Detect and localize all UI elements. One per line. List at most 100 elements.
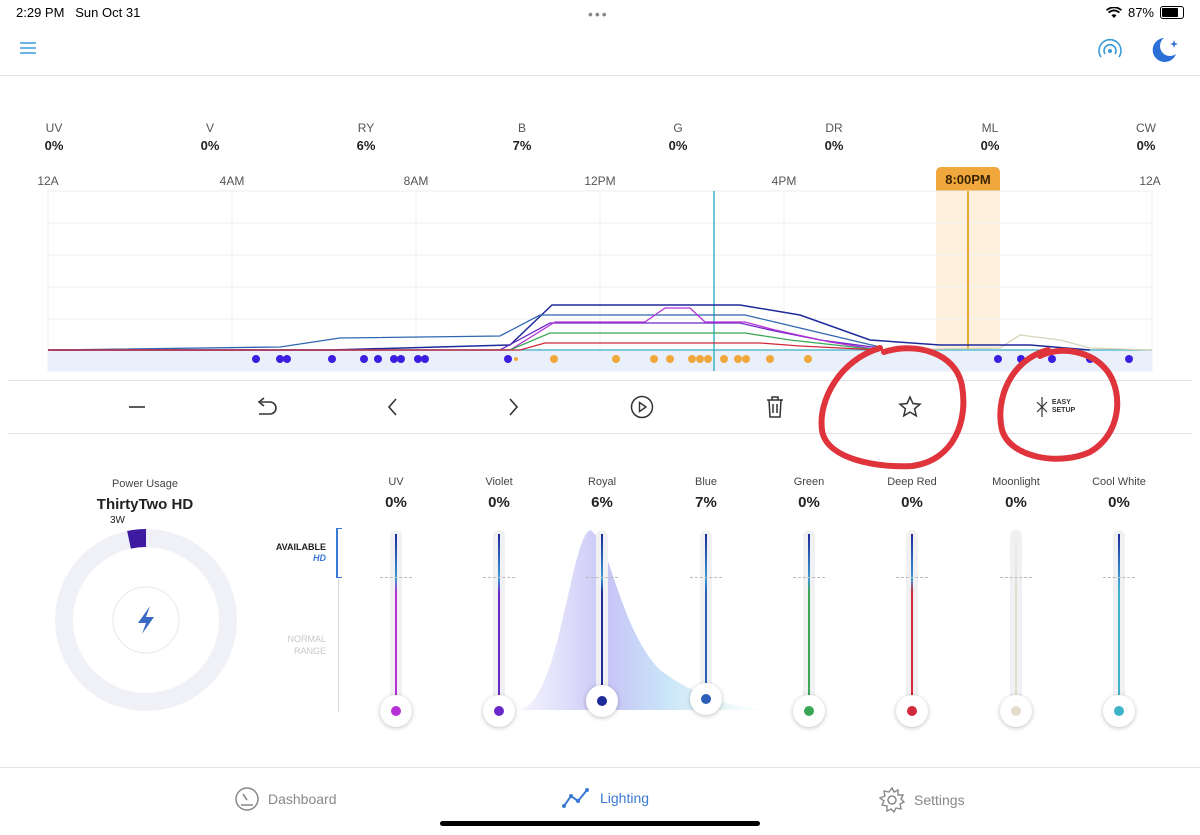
battery-icon: [1160, 6, 1184, 19]
tab-dashboard[interactable]: Dashboard: [234, 786, 337, 812]
next-button[interactable]: [498, 393, 528, 421]
slider-knob-royal[interactable]: [586, 685, 618, 718]
slider-knob-dot: [701, 694, 711, 705]
channel-summary-v: V 0%: [170, 121, 250, 153]
delete-button[interactable]: [760, 393, 790, 421]
slider-track-moonlight[interactable]: [1010, 530, 1022, 710]
curve-moonlight: [879, 334, 1153, 351]
moon-stars-icon[interactable]: [1148, 34, 1182, 66]
channel-summary-value: 0%: [1136, 138, 1156, 153]
play-button[interactable]: [627, 393, 657, 421]
status-date: Sun Oct 31: [75, 5, 141, 20]
slider-fill-deep-red: [911, 534, 913, 706]
slider-knob-deep-red[interactable]: [896, 695, 928, 727]
slider-value: 0%: [798, 494, 820, 511]
easy-setup-button[interactable]: EASY SETUP: [1030, 393, 1080, 421]
slider-track-uv[interactable]: [390, 530, 402, 710]
channel-summary-label: CW: [1136, 121, 1156, 135]
slider-value: 0%: [1005, 494, 1027, 511]
curve-royal: [48, 304, 1091, 351]
status-time: 2:29 PM: [16, 5, 65, 20]
slider-knob-dot: [391, 706, 401, 716]
channel-summary-ry: RY 6%: [326, 121, 406, 153]
slider-header-royal: Royal 6%: [550, 476, 654, 511]
normal-range-label: NORMAL RANGE: [262, 633, 326, 657]
slider-track-violet[interactable]: [493, 530, 505, 710]
tab-dashboard-label: Dashboard: [268, 791, 337, 807]
slider-track-green[interactable]: [803, 530, 815, 710]
easy-setup-icon: [1036, 397, 1048, 417]
favorite-button[interactable]: [895, 393, 925, 421]
schedule-points-orange: [514, 355, 812, 363]
slider-fill-cool-white: [1118, 534, 1120, 706]
tab-settings[interactable]: Settings: [878, 786, 965, 814]
slider-knob-dot: [1011, 706, 1021, 716]
multitask-dots[interactable]: •••: [588, 6, 609, 22]
broadcast-icon[interactable]: [1096, 36, 1124, 62]
tab-lighting-label: Lighting: [600, 790, 650, 806]
easy-setup-label-2: SETUP: [1051, 407, 1076, 414]
hd-threshold-mark: [586, 577, 618, 578]
slider-header-blue: Blue 7%: [654, 476, 758, 511]
battery-percent: 87%: [1127, 5, 1154, 20]
slider-knob-moonlight[interactable]: [1000, 695, 1032, 727]
chevron-right-icon: [509, 398, 519, 416]
slider-value: 0%: [385, 494, 407, 511]
channel-summary-label: B: [517, 121, 526, 135]
slider-knob-dot: [494, 706, 504, 716]
channel-summary-label: RY: [357, 121, 375, 135]
undo-button[interactable]: [252, 393, 282, 421]
slider-knob-uv[interactable]: [380, 695, 412, 727]
slider-fill-royal: [601, 534, 603, 706]
channel-summary-value: 7%: [512, 138, 532, 153]
time-tick-4: 4PM: [771, 174, 797, 188]
trash-icon: [767, 396, 783, 418]
channel-summary-value: 0%: [200, 138, 220, 153]
channel-summary-b: B 7%: [482, 121, 562, 153]
device-name: ThirtyTwo HD: [96, 496, 194, 513]
channel-summary-value: 0%: [980, 138, 1000, 153]
header-divider: [0, 75, 1200, 76]
channel-summary-value: 0%: [44, 138, 64, 153]
hd-threshold-mark: [793, 577, 825, 578]
slider-knob-green[interactable]: [793, 695, 825, 727]
slider-knob-blue[interactable]: [690, 683, 722, 716]
slider-fill-moonlight: [1015, 534, 1017, 706]
schedule-chart[interactable]: [0, 190, 1200, 375]
slider-name: Deep Red: [887, 476, 937, 488]
slider-track-royal[interactable]: [596, 530, 608, 710]
chevron-left-icon: [387, 398, 397, 416]
slider-knob-violet[interactable]: [483, 695, 515, 727]
time-tick-2: 8AM: [403, 174, 429, 188]
channel-summary-ml: ML 0%: [950, 121, 1030, 153]
slider-header-uv: UV 0%: [344, 476, 448, 511]
slider-name: Blue: [694, 476, 718, 488]
hd-threshold-mark: [380, 577, 412, 578]
status-right: 87%: [1105, 5, 1184, 20]
slider-track-deep-red[interactable]: [906, 530, 918, 710]
channel-summary-value: 0%: [668, 138, 688, 153]
slider-value: 0%: [488, 494, 510, 511]
slider-fill-uv: [395, 534, 397, 706]
menu-icon[interactable]: [18, 40, 38, 56]
home-indicator[interactable]: [440, 821, 760, 826]
slider-knob-dot: [1114, 706, 1124, 716]
slider-knob-cool-white[interactable]: [1103, 695, 1135, 727]
lighting-graph-icon: [562, 788, 589, 808]
tab-lighting[interactable]: Lighting: [562, 786, 649, 810]
annotation-circles: [818, 345, 1121, 470]
slider-knob-dot: [804, 706, 814, 716]
minus-button[interactable]: [122, 393, 152, 421]
slider-track-cool-white[interactable]: [1113, 530, 1125, 710]
selected-time-badge[interactable]: 8:00PM: [936, 167, 1000, 191]
status-bar: 2:29 PM Sun Oct 31 87%: [0, 0, 1200, 26]
available-label: AVAILABLE: [275, 542, 326, 552]
slider-value: 0%: [1108, 494, 1130, 511]
previous-button[interactable]: [378, 393, 408, 421]
slider-track-blue[interactable]: [700, 530, 712, 710]
time-tick-3: 12PM: [584, 174, 616, 188]
channel-summary-label: V: [205, 121, 214, 135]
power-gauge: [55, 529, 237, 711]
power-watts: 3W: [110, 515, 125, 526]
play-icon: [630, 395, 654, 419]
